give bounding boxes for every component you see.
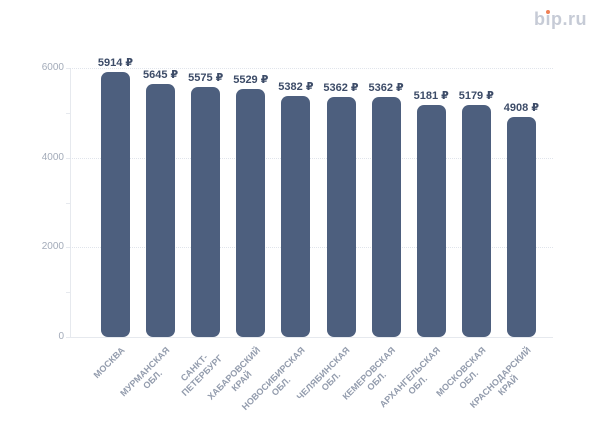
bar-value-label: 5645 ₽ bbox=[143, 68, 179, 81]
y-gridline bbox=[70, 247, 553, 249]
bar-value-label: 5362 ₽ bbox=[368, 81, 404, 94]
bar[interactable] bbox=[461, 104, 491, 337]
y-axis-tick-label: 2000 bbox=[41, 241, 64, 253]
y-axis-tick bbox=[66, 112, 70, 114]
y-axis-tick bbox=[66, 68, 70, 69]
y-axis-tick-label: 4000 bbox=[41, 151, 64, 163]
bar-value-label: 5575 ₽ bbox=[188, 72, 224, 85]
y-axis-tick bbox=[66, 337, 70, 338]
bar[interactable] bbox=[506, 116, 536, 337]
bar-value-label: 5181 ₽ bbox=[413, 89, 449, 102]
y-axis-tick-label: 6000 bbox=[41, 62, 64, 73]
bar[interactable] bbox=[416, 104, 446, 337]
bar-value-label: 4908 ₽ bbox=[503, 101, 539, 114]
x-axis-category-label: МОСКВА bbox=[91, 345, 127, 381]
x-axis-category-label: МУРМАНСКАЯ ОБЛ. bbox=[118, 345, 172, 399]
bar[interactable] bbox=[236, 89, 266, 337]
y-gridline bbox=[70, 68, 553, 69]
bar[interactable] bbox=[191, 87, 221, 337]
bar-value-label: 5382 ₽ bbox=[278, 80, 314, 93]
y-gridline bbox=[70, 157, 553, 159]
x-axis-line bbox=[70, 337, 553, 338]
y-axis-tick bbox=[66, 157, 70, 159]
logo-letter-i-with-dot: ı bbox=[545, 9, 551, 29]
bar[interactable] bbox=[101, 71, 130, 337]
bar[interactable] bbox=[371, 96, 401, 337]
y-axis-tick bbox=[66, 202, 70, 204]
bar-value-label: 5362 ₽ bbox=[323, 81, 359, 94]
y-axis-tick bbox=[66, 292, 70, 294]
bar[interactable] bbox=[146, 83, 176, 337]
y-axis-tick bbox=[66, 247, 70, 249]
bar[interactable] bbox=[326, 96, 356, 337]
bar-value-label: 5179 ₽ bbox=[458, 89, 494, 102]
bip-ru-logo[interactable]: bıp.ru bbox=[534, 9, 587, 30]
logo-letters-p-ru: p.ru bbox=[551, 9, 587, 29]
y-axis-tick-label: 0 bbox=[58, 331, 64, 342]
y-axis-line bbox=[70, 68, 71, 337]
bar-value-label: 5914 ₽ bbox=[97, 56, 134, 69]
bar[interactable] bbox=[281, 95, 311, 337]
logo-letter-b: b bbox=[533, 9, 546, 29]
bar-value-label: 5529 ₽ bbox=[233, 74, 269, 87]
